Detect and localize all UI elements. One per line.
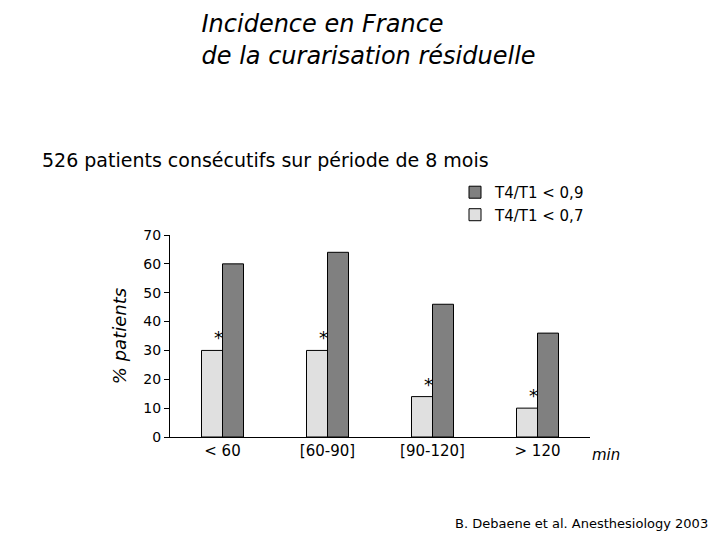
svg-text:Incidence en Francede la curar: Incidence en Francede la curarisation ré… — [202, 10, 536, 69]
svg-text:B. Debaene et al. Anesthesiolo: B. Debaene et al. Anesthesiology 2003 — [455, 516, 708, 531]
svg-text:> 120: > 120 — [515, 442, 561, 460]
svg-text:[60-90]: [60-90] — [300, 442, 355, 460]
svg-text:40: 40 — [143, 313, 161, 329]
svg-text:T4/T1 < 0,7: T4/T1 < 0,7 — [494, 207, 583, 225]
svg-text:50: 50 — [143, 285, 161, 301]
svg-text:30: 30 — [143, 342, 161, 358]
svg-text:[90-120]: [90-120] — [400, 442, 465, 460]
svg-text:10: 10 — [143, 400, 161, 416]
svg-text:526 patients consécutifs sur p: 526 patients consécutifs sur période de … — [42, 149, 489, 171]
svg-text:*: * — [319, 327, 328, 348]
svg-text:min: min — [592, 446, 620, 464]
svg-text:70: 70 — [143, 227, 161, 243]
svg-text:60: 60 — [143, 256, 161, 272]
svg-text:*: * — [214, 327, 223, 348]
svg-text:20: 20 — [143, 371, 161, 387]
svg-text:T4/T1 < 0,9: T4/T1 < 0,9 — [494, 184, 583, 202]
svg-text:*: * — [424, 374, 433, 395]
svg-text:*: * — [529, 385, 538, 406]
svg-text:< 60: < 60 — [204, 442, 240, 460]
svg-text:0: 0 — [152, 429, 161, 445]
svg-text:% patients: % patients — [109, 288, 130, 384]
